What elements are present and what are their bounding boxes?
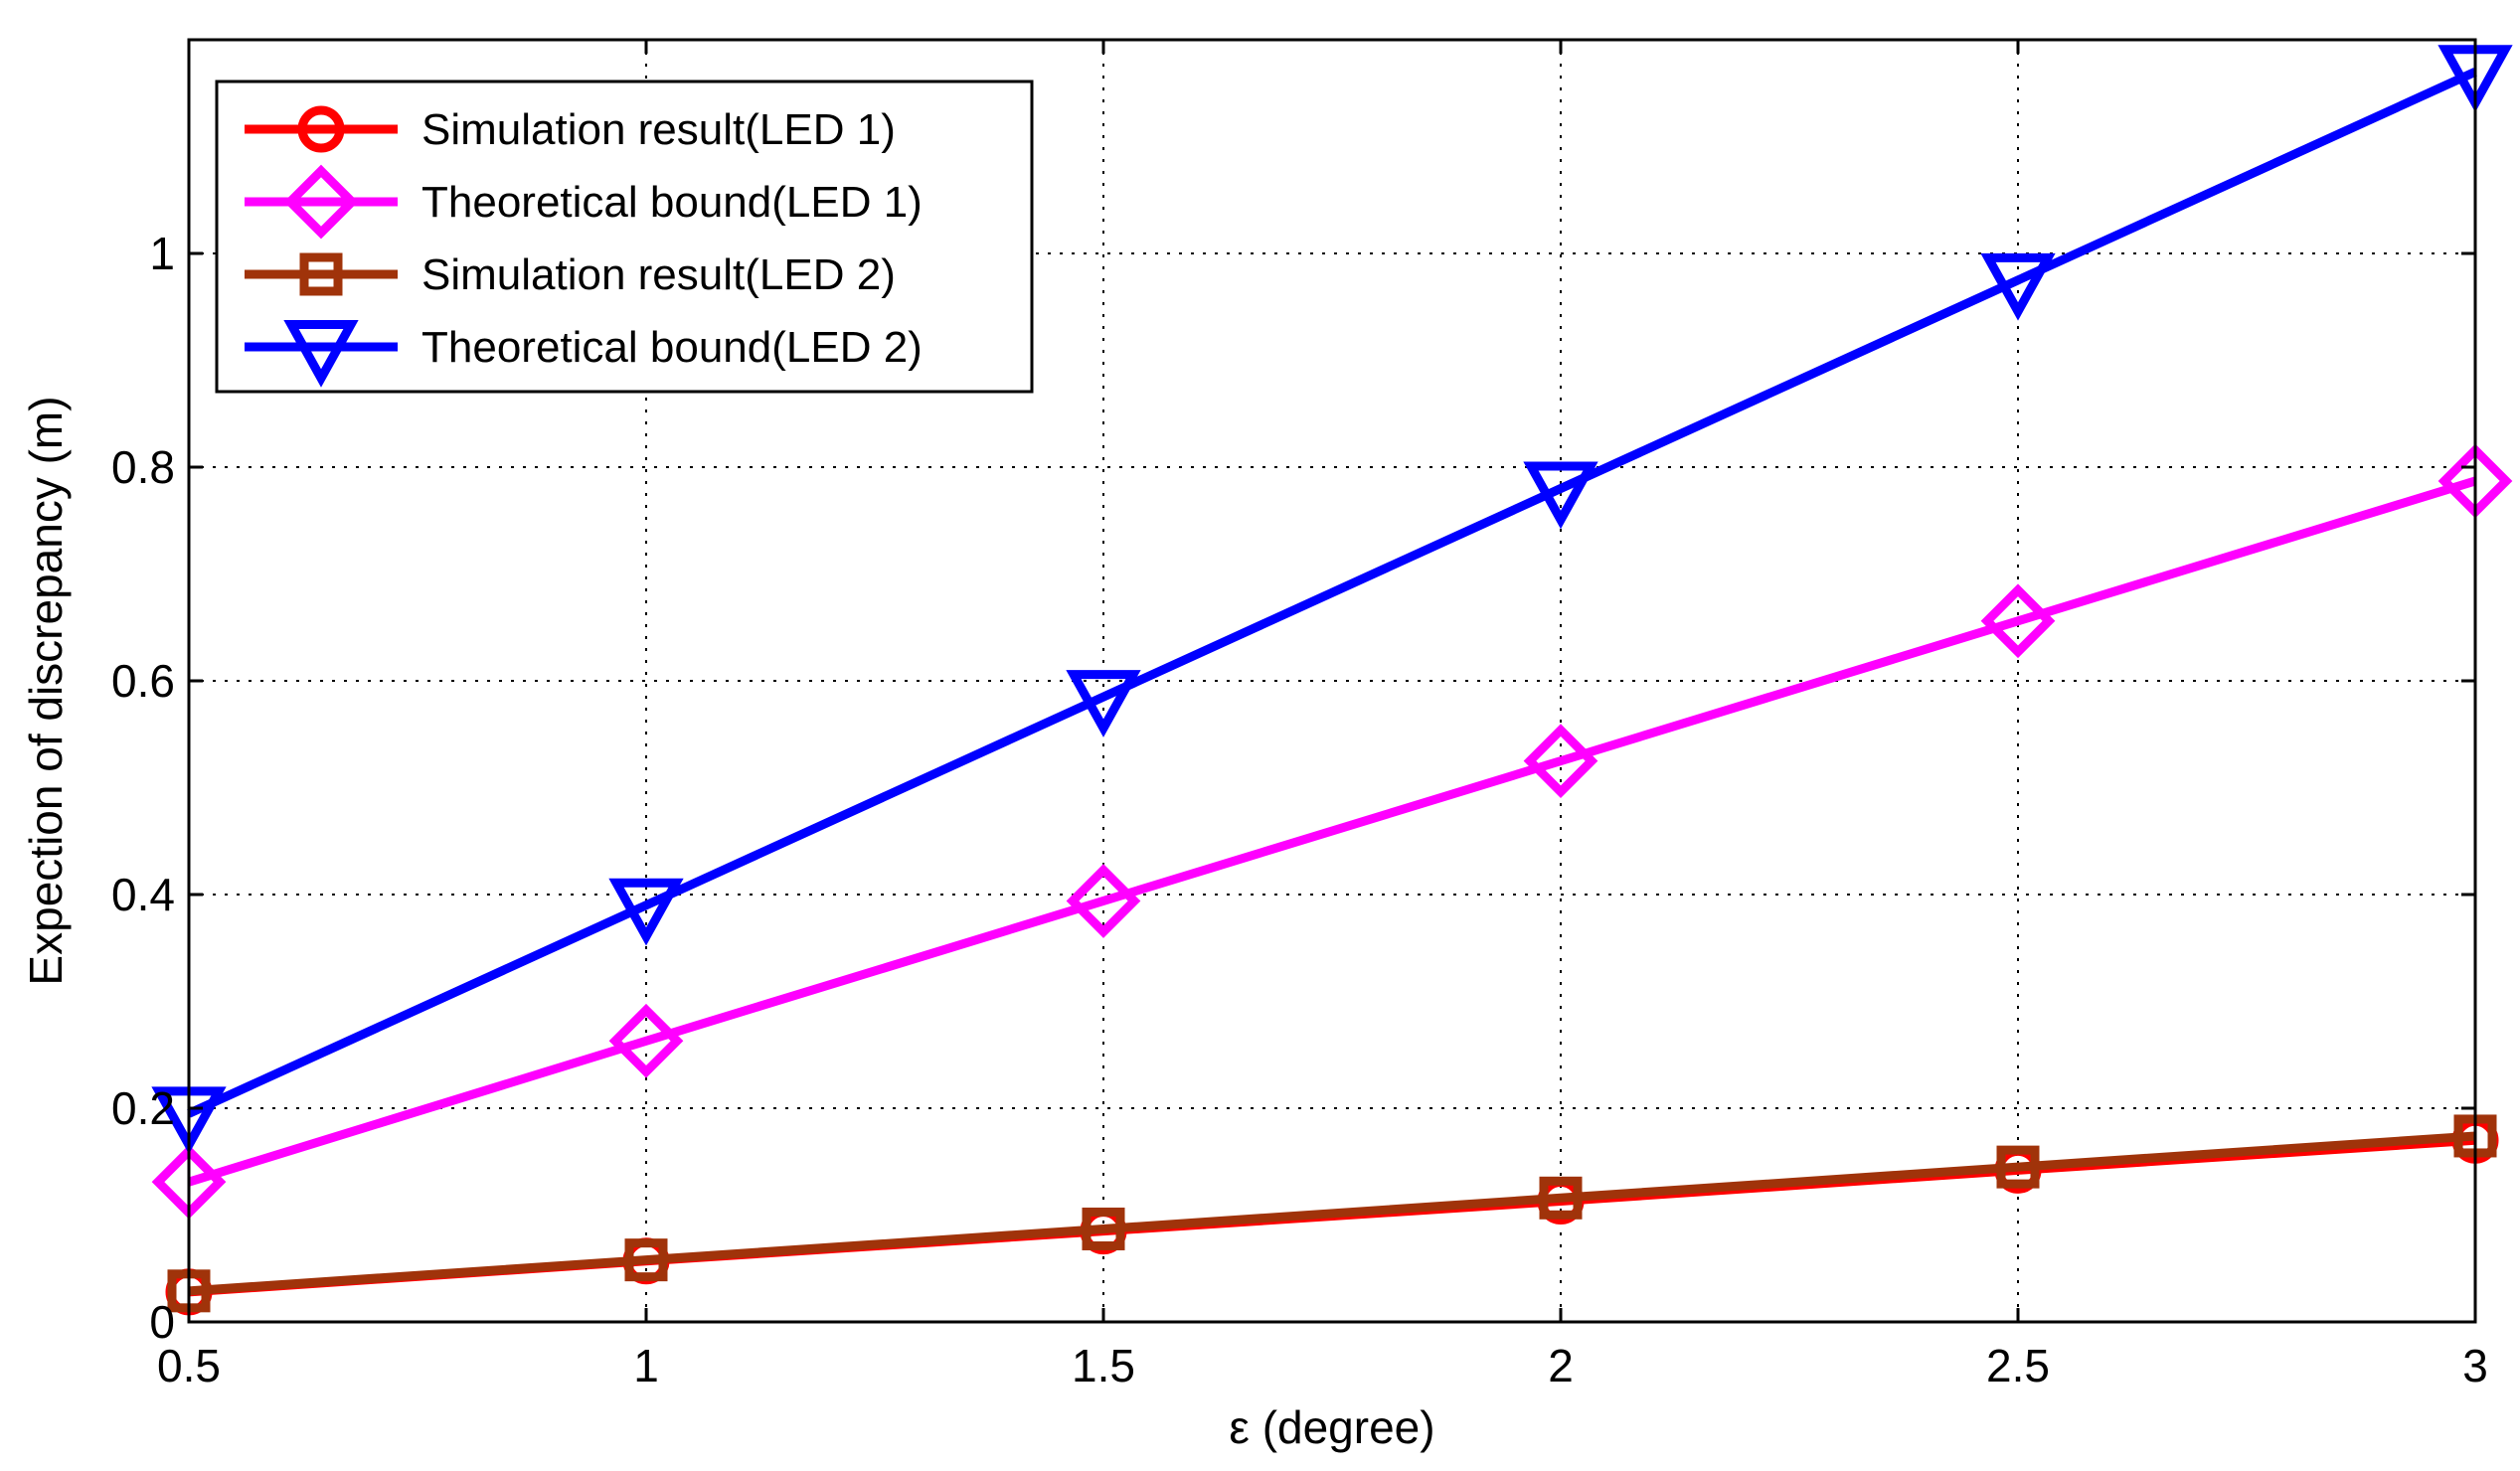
legend-label: Theoretical bound(LED 1)	[421, 178, 923, 227]
legend-item: Theoretical bound(LED 2)	[245, 320, 923, 388]
data-point	[1066, 864, 1141, 938]
y-tick-label: 1	[149, 228, 175, 279]
data-point	[1980, 583, 2056, 659]
data-point	[1980, 252, 2056, 321]
legend-marker	[283, 320, 359, 388]
x-tick-label: 0.5	[157, 1340, 221, 1391]
legend-item: Simulation result(LED 2)	[245, 250, 896, 299]
series-3	[167, 1114, 2497, 1313]
legend: Simulation result(LED 1) Theoretical boun…	[215, 80, 1034, 394]
x-tick-label: 3	[2462, 1340, 2488, 1391]
series-4	[151, 45, 2513, 1155]
data-point	[608, 878, 684, 946]
y-tick-label: 0.2	[111, 1082, 175, 1134]
legend-label: Simulation result(LED 2)	[421, 250, 896, 299]
x-tick-label: 1.5	[1072, 1340, 1135, 1391]
legend-label: Theoretical bound(LED 2)	[421, 323, 923, 372]
legend-item: Theoretical bound(LED 1)	[245, 164, 923, 240]
y-tick-label: 0	[149, 1296, 175, 1348]
legend-marker	[299, 252, 343, 296]
series-line	[187, 476, 2477, 1187]
data-point	[1523, 461, 1598, 530]
series-group	[151, 45, 2513, 1316]
legend-marker	[297, 105, 345, 153]
series-line	[187, 68, 2477, 1118]
data-point	[1539, 1176, 1583, 1220]
legend-marker	[283, 164, 359, 240]
legend-item: Simulation result(LED 1)	[245, 105, 896, 154]
y-tick-label: 0.6	[111, 655, 175, 707]
data-point	[624, 1238, 668, 1282]
data-point	[1996, 1145, 2040, 1189]
data-point	[1082, 1207, 1125, 1250]
x-tick-label: 2	[1548, 1340, 1574, 1391]
data-point	[1523, 724, 1598, 798]
y-tick-label: 0.8	[111, 441, 175, 493]
y-tick-label: 0.4	[111, 869, 175, 920]
y-axis-title: Expection of discrepancy (m)	[20, 396, 72, 985]
axis-ticks: 0.5 1 1.5 2 2.5 3 0 0.2 0.4 0.6 0.8 1	[111, 40, 2488, 1391]
data-point	[1066, 670, 1141, 737]
data-point	[608, 1003, 684, 1078]
series-line	[188, 1131, 2476, 1296]
x-tick-label: 1	[633, 1340, 659, 1391]
x-axis-title: ε (degree)	[1229, 1401, 1434, 1453]
legend-label: Simulation result(LED 1)	[421, 105, 896, 154]
x-tick-label: 2.5	[1986, 1340, 2050, 1391]
